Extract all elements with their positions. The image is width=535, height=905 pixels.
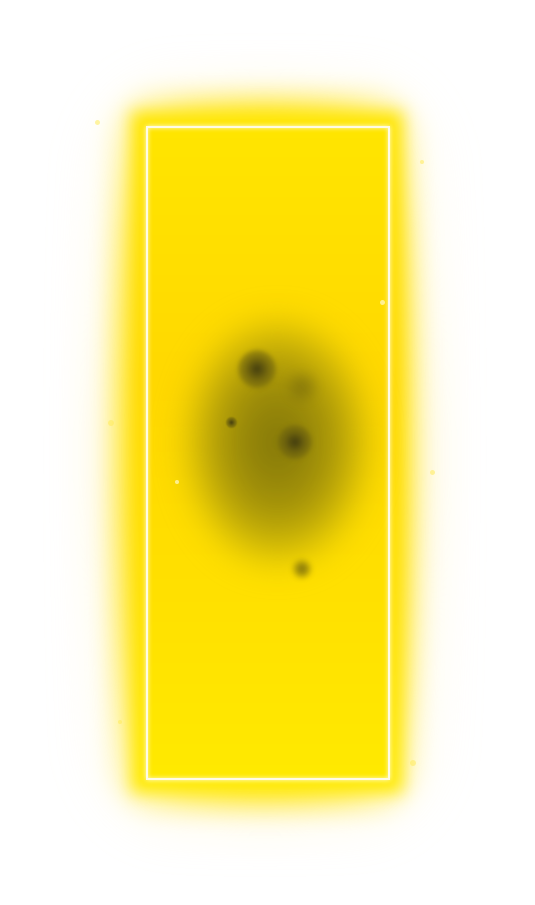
dark-spot bbox=[238, 350, 276, 388]
glow-speckle bbox=[420, 160, 424, 164]
glow-speckle bbox=[118, 720, 122, 724]
glow-speckle bbox=[108, 420, 114, 426]
dark-spot bbox=[287, 372, 317, 402]
glow-speckle bbox=[380, 300, 385, 305]
glow-speckle bbox=[175, 480, 179, 484]
glow-speckle bbox=[95, 120, 100, 125]
dark-spot bbox=[226, 417, 237, 428]
dark-center-shadow bbox=[185, 320, 370, 565]
dark-spot bbox=[278, 425, 312, 459]
white-frame-border bbox=[146, 126, 390, 780]
dark-spot bbox=[293, 560, 311, 578]
glow-speckle bbox=[430, 470, 435, 475]
glow-speckle bbox=[410, 760, 416, 766]
